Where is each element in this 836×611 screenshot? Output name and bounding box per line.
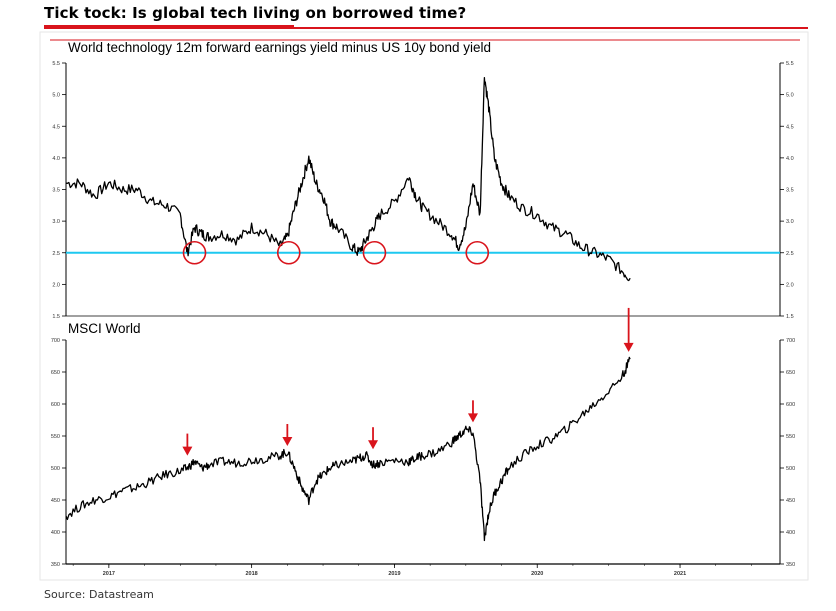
top-ytick-label-right: 4.5 (786, 124, 794, 130)
bottom-ytick-label-left: 400 (51, 530, 60, 536)
top-ytick-label-left: 4.0 (52, 156, 60, 162)
xtick-label: 2018 (246, 571, 258, 577)
trough-circle-2 (276, 240, 301, 265)
bottom-ytick-label-right: 450 (786, 498, 795, 504)
top-panel: World technology 12m forward earnings yi… (52, 40, 793, 320)
bottom-ytick-label-left: 600 (51, 402, 60, 408)
chart-frame (39, 31, 809, 581)
bottom-ytick-label-left: 450 (51, 498, 60, 504)
top-ytick-label-left: 3.5 (52, 188, 60, 194)
bottom-ytick-label-right: 600 (786, 402, 795, 408)
xtick-label: 2021 (674, 571, 686, 577)
top-chart-title: World technology 12m forward earnings yi… (68, 40, 491, 55)
trough-circle-4 (465, 240, 490, 265)
peak-arrow-head-1 (182, 446, 193, 456)
bottom-ytick-label-right: 650 (786, 370, 795, 376)
bottom-ytick-label-left: 700 (51, 338, 60, 344)
headline: Tick tock: Is global tech living on borr… (44, 4, 467, 22)
bottom-ytick-label-left: 350 (51, 562, 60, 568)
bottom-ytick-label-left: 650 (51, 370, 60, 376)
headline-rule (44, 27, 808, 29)
bottom-ytick-label-right: 350 (786, 562, 795, 568)
top-series-line (65, 77, 631, 282)
peak-arrow-head-4 (467, 413, 478, 423)
top-ytick-label-right: 3.0 (786, 219, 794, 225)
top-ytick-label-left: 4.5 (52, 124, 60, 130)
top-ytick-label-right: 5.0 (786, 93, 794, 99)
top-ytick-label-right: 5.5 (786, 61, 794, 67)
top-ytick-label-right: 3.5 (786, 188, 794, 194)
headline-rule-accent (44, 25, 294, 29)
bottom-panel: MSCI World 350 350 400 400 450 450 500 500 550 55… (51, 307, 795, 577)
bottom-ytick-label-left: 550 (51, 434, 60, 440)
top-ytick-label-right: 2.5 (786, 251, 794, 257)
peak-arrow-head-5 (623, 342, 634, 352)
bottom-ytick-label-right: 700 (786, 338, 795, 344)
source-note: Source: Datastream (44, 588, 154, 601)
xtick-label: 2019 (388, 571, 400, 577)
peak-arrow-head-2 (282, 437, 293, 446)
bottom-chart-title: MSCI World (68, 321, 141, 336)
bottom-ytick-label-right: 550 (786, 434, 795, 440)
trough-circle-3 (362, 240, 387, 265)
bottom-series-line (65, 356, 631, 542)
trough-circle-1 (182, 240, 207, 265)
bottom-ytick-label-left: 500 (51, 466, 60, 472)
top-ytick-label-left: 5.0 (52, 93, 60, 99)
top-ytick-label-right: 4.0 (786, 156, 794, 162)
top-ytick-label-right: 1.5 (786, 314, 794, 320)
xtick-label: 2020 (531, 571, 543, 577)
top-ytick-label-left: 2.0 (52, 282, 60, 288)
top-ytick-label-right: 2.0 (786, 282, 794, 288)
outer-border (39, 31, 809, 581)
top-ytick-label-left: 1.5 (52, 314, 60, 320)
bottom-ytick-label-right: 400 (786, 530, 795, 536)
top-ytick-label-left: 3.0 (52, 219, 60, 225)
xtick-label: 2017 (103, 571, 115, 577)
peak-arrow-head-3 (368, 440, 379, 450)
bottom-ytick-label-right: 500 (786, 466, 795, 472)
top-ytick-label-left: 5.5 (52, 61, 60, 67)
top-ytick-label-left: 2.5 (52, 251, 60, 257)
